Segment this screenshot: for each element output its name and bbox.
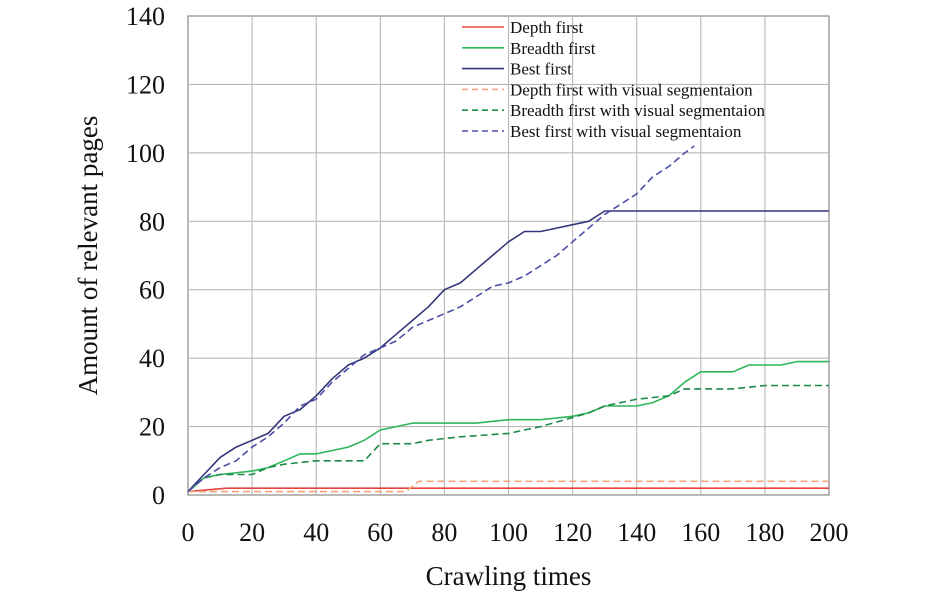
legend-label: Depth first with visual segmentaion: [510, 80, 753, 99]
y-tick-label: 60: [139, 276, 165, 305]
x-tick-label: 200: [810, 518, 849, 547]
series-line-1: [187, 487, 829, 493]
x-tick-label: 40: [303, 518, 329, 547]
y-axis-title: Amount of relevant pages: [73, 116, 103, 396]
y-tick-label: 100: [126, 139, 165, 168]
y-tick-label: 80: [139, 207, 165, 236]
tick-labels: 0 20 40 60 80 100 120 140 160 180 200 0 20 40 60 80 100 1…: [126, 2, 849, 547]
y-tick-label: 40: [139, 344, 165, 373]
series-layer: [187, 145, 829, 493]
x-tick-label: 80: [431, 518, 457, 547]
series-line-6: [187, 145, 695, 493]
series-line-5: [187, 384, 829, 493]
series-line-2: [187, 360, 829, 493]
legend-label: Depth first: [510, 18, 583, 37]
y-tick-label: 140: [126, 2, 165, 31]
legend-label: Breadth first: [510, 39, 596, 58]
x-tick-label: 20: [239, 518, 265, 547]
legend-label: Best first with visual segmentaion: [510, 122, 742, 141]
x-tick-label: 120: [553, 518, 592, 547]
y-tick-label: 120: [126, 70, 165, 99]
legend-label: Best first: [510, 60, 572, 79]
y-tick-label: 20: [139, 413, 165, 442]
x-tick-label: 60: [367, 518, 393, 547]
y-tick-label: 0: [152, 481, 165, 510]
x-tick-label: 180: [745, 518, 784, 547]
x-tick-label: 0: [182, 518, 195, 547]
x-axis-title: Crawling times: [426, 561, 592, 591]
legend: Depth first Breadth first Best firstDepth …: [462, 18, 765, 141]
series-line-3: [187, 210, 829, 493]
x-tick-label: 140: [617, 518, 656, 547]
series-line-4: [188, 480, 829, 493]
legend-label: Breadth first with visual segmentaion: [510, 101, 765, 120]
grid: [188, 16, 829, 495]
x-tick-label: 100: [489, 518, 528, 547]
x-tick-label: 160: [681, 518, 720, 547]
